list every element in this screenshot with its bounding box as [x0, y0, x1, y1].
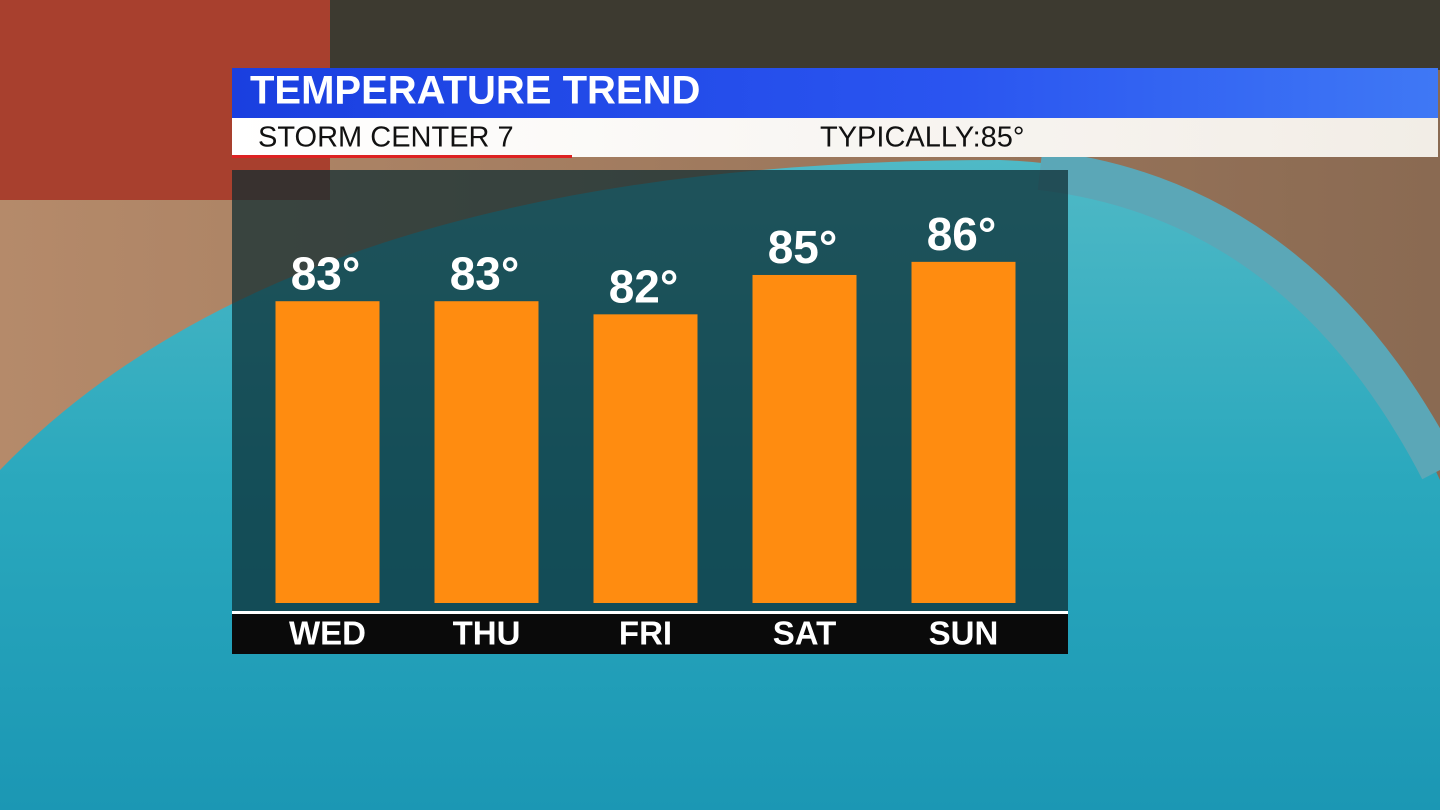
- value-label: 85°: [768, 221, 838, 273]
- bar: [911, 261, 1016, 603]
- bar: [434, 301, 539, 603]
- x-tick-label: SUN: [929, 615, 999, 652]
- bar: [752, 274, 857, 603]
- category-bar: [232, 614, 1068, 654]
- x-tick-label: SAT: [773, 615, 837, 652]
- bar: [275, 301, 380, 603]
- title-bar: [232, 68, 1438, 118]
- baseline: [232, 611, 1068, 614]
- value-label: 82°: [609, 260, 679, 312]
- x-tick-label: WED: [289, 615, 366, 652]
- annotation: TYPICALLY:85°: [820, 122, 1025, 154]
- subtitle-bar: [232, 118, 1438, 157]
- accent-line: [232, 155, 572, 158]
- value-label: 86°: [927, 208, 997, 260]
- value-label: 83°: [291, 247, 361, 299]
- bar: [593, 314, 698, 603]
- chart-title: TEMPERATURE TREND: [250, 69, 700, 113]
- subtitle: STORM CENTER 7: [258, 122, 514, 154]
- value-label: 83°: [450, 247, 520, 299]
- x-tick-label: THU: [453, 615, 521, 652]
- x-tick-label: FRI: [619, 615, 672, 652]
